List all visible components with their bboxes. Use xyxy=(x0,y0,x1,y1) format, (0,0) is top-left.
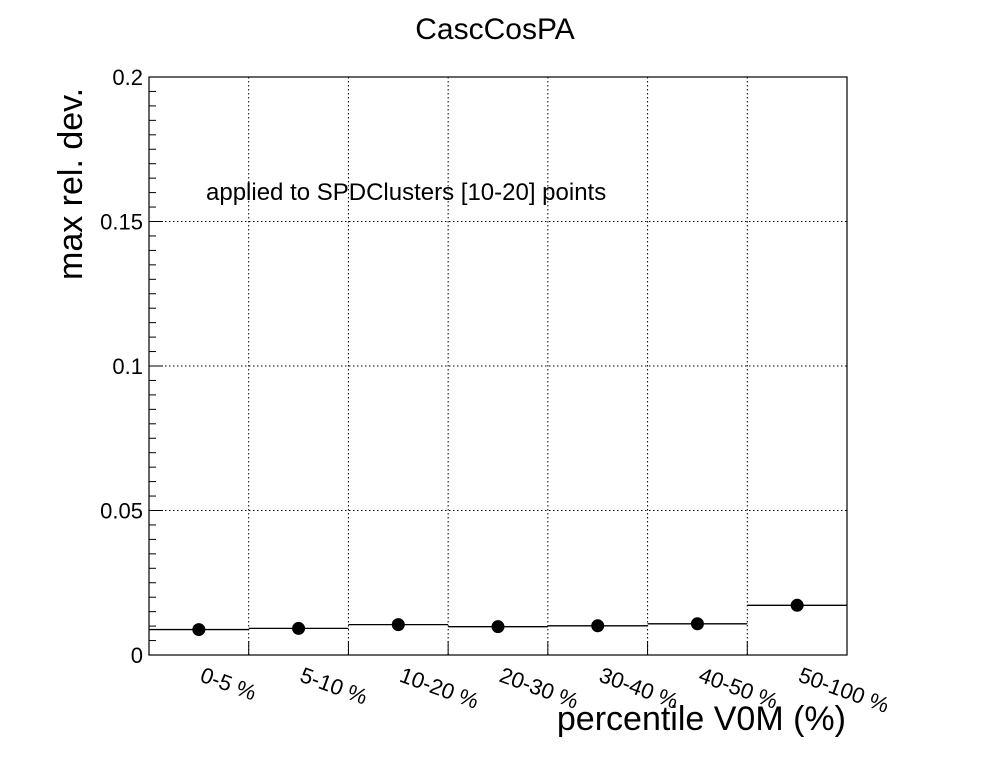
y-axis: 0 0.05 0.1 0.15 0.2 xyxy=(100,65,163,668)
data-point xyxy=(292,621,306,635)
y-tick-label: 0.2 xyxy=(112,65,143,90)
data-point xyxy=(491,620,505,634)
grid-lines xyxy=(149,77,847,655)
y-tick-label: 0 xyxy=(131,643,143,668)
y-tick-label: 0.1 xyxy=(112,354,143,379)
x-category-label: 10-20 % xyxy=(397,662,483,714)
data-point xyxy=(690,617,704,631)
data-point xyxy=(192,623,206,637)
y-tick-label: 0.05 xyxy=(100,499,143,524)
chart-title: CascCosPA xyxy=(415,13,575,46)
y-axis-title: max rel. dev. xyxy=(52,88,90,280)
x-category-label: 5-10 % xyxy=(297,662,371,709)
x-axis-title: percentile V0M (%) xyxy=(557,700,846,738)
data-point xyxy=(391,618,405,632)
data-point xyxy=(591,619,605,633)
chart-annotation: applied to SPDClusters [10-20] points xyxy=(206,179,606,206)
data-point xyxy=(790,598,804,612)
x-category-label: 0-5 % xyxy=(197,662,260,705)
data-series xyxy=(149,598,847,637)
y-tick-label: 0.15 xyxy=(100,210,143,235)
